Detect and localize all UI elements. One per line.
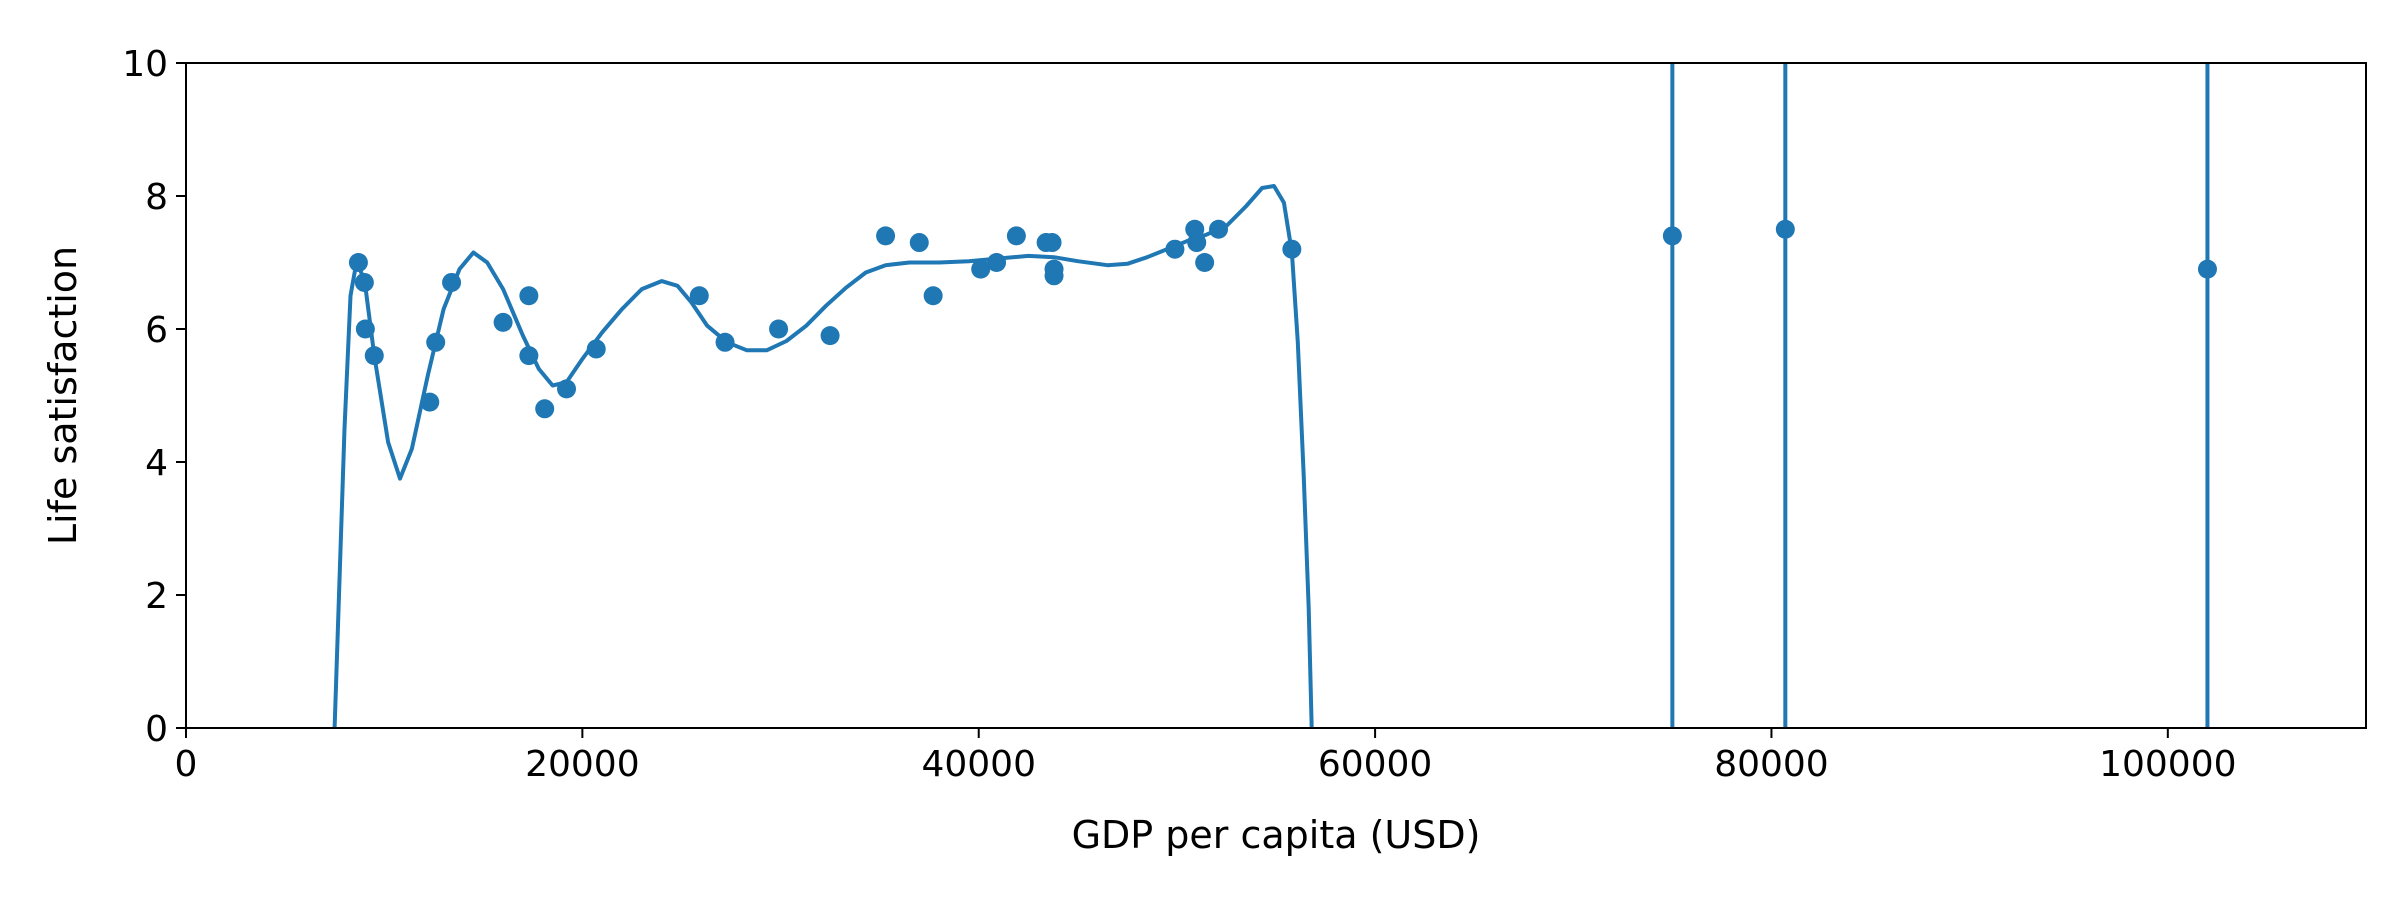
y-tick-label: 6 (145, 310, 168, 351)
data-point (909, 233, 929, 253)
fit-curve (332, 184, 1314, 728)
data-point (689, 286, 709, 306)
data-point (1006, 226, 1026, 246)
y-axis-label: Life satisfaction (41, 246, 85, 545)
chart-marks (332, 63, 2217, 728)
data-point (493, 312, 513, 332)
x-axis: 0 20000 40000 60000 80000 100000 (175, 728, 2237, 785)
x-tick-label: 60000 (1318, 744, 1433, 785)
y-tick-label: 10 (122, 44, 168, 85)
data-point (923, 286, 943, 306)
y-tick-label: 0 (145, 709, 168, 750)
axes-frame (185, 62, 2367, 729)
x-tick-label: 100000 (2099, 744, 2236, 785)
data-point (519, 286, 539, 306)
y-axis: 0 2 4 6 8 10 (122, 44, 186, 750)
data-point (769, 319, 789, 339)
x-tick-label: 80000 (1714, 744, 1829, 785)
data-point (971, 259, 991, 279)
y-tick-label: 4 (145, 443, 168, 484)
data-point (1044, 266, 1064, 286)
x-tick-label: 40000 (921, 744, 1036, 785)
y-tick-label: 2 (145, 576, 168, 617)
data-point (1042, 233, 1062, 253)
x-tick-label: 20000 (525, 744, 640, 785)
x-axis-label: GDP per capita (USD) (1072, 813, 1481, 857)
data-point (987, 253, 1007, 272)
y-tick-label: 8 (145, 177, 168, 218)
x-tick-label: 0 (175, 744, 198, 785)
data-point (876, 226, 896, 246)
data-point (535, 399, 555, 419)
data-point (820, 326, 840, 346)
data-point (1195, 253, 1215, 272)
